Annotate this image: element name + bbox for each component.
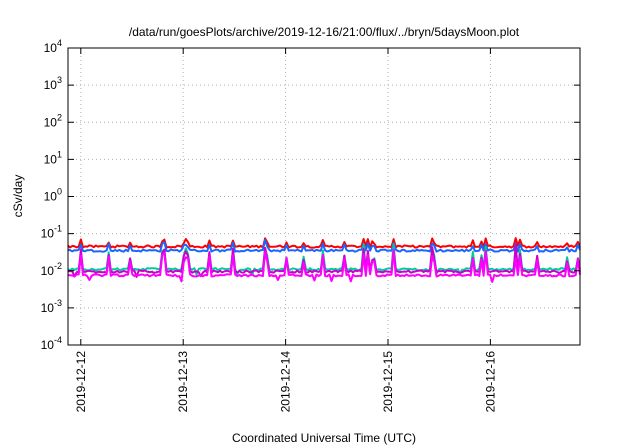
x-axis: 2019-12-12 2019-12-13 2019-12-14 2019-12-15… bbox=[74, 48, 497, 413]
y-tick-label: 10-2 bbox=[41, 261, 62, 278]
x-tick-label: 2019-12-12 bbox=[74, 351, 88, 413]
series-line bbox=[67, 237, 581, 249]
series-line bbox=[67, 239, 581, 253]
y-tick-label: 10-4 bbox=[41, 335, 62, 352]
y-tick-label: 10-3 bbox=[41, 298, 62, 315]
series-group bbox=[67, 237, 581, 283]
x-tick-label: 2019-12-15 bbox=[381, 351, 395, 413]
y-tick-label: 10-1 bbox=[41, 224, 62, 241]
x-tick-label: 2019-12-16 bbox=[483, 351, 497, 413]
series-line bbox=[67, 248, 581, 283]
y-tick-label: 101 bbox=[44, 149, 62, 166]
x-tick-label: 2019-12-14 bbox=[279, 351, 293, 413]
grid bbox=[68, 48, 580, 345]
x-axis-label: Coordinated Universal Time (UTC) bbox=[232, 431, 416, 445]
y-tick-label: 102 bbox=[44, 112, 62, 129]
y-axis-label: cSv/day bbox=[11, 175, 25, 218]
y-tick-label: 103 bbox=[44, 75, 62, 92]
y-tick-label: 104 bbox=[44, 38, 62, 55]
x-tick-label: 2019-12-13 bbox=[176, 351, 190, 413]
y-axis: 10-4 10-3 10-2 10-1 100 101 102 103 104 bbox=[41, 38, 580, 352]
chart-title: /data/run/goesPlots/archive/2019-12-16/2… bbox=[129, 25, 520, 39]
y-tick-label: 100 bbox=[44, 187, 62, 204]
